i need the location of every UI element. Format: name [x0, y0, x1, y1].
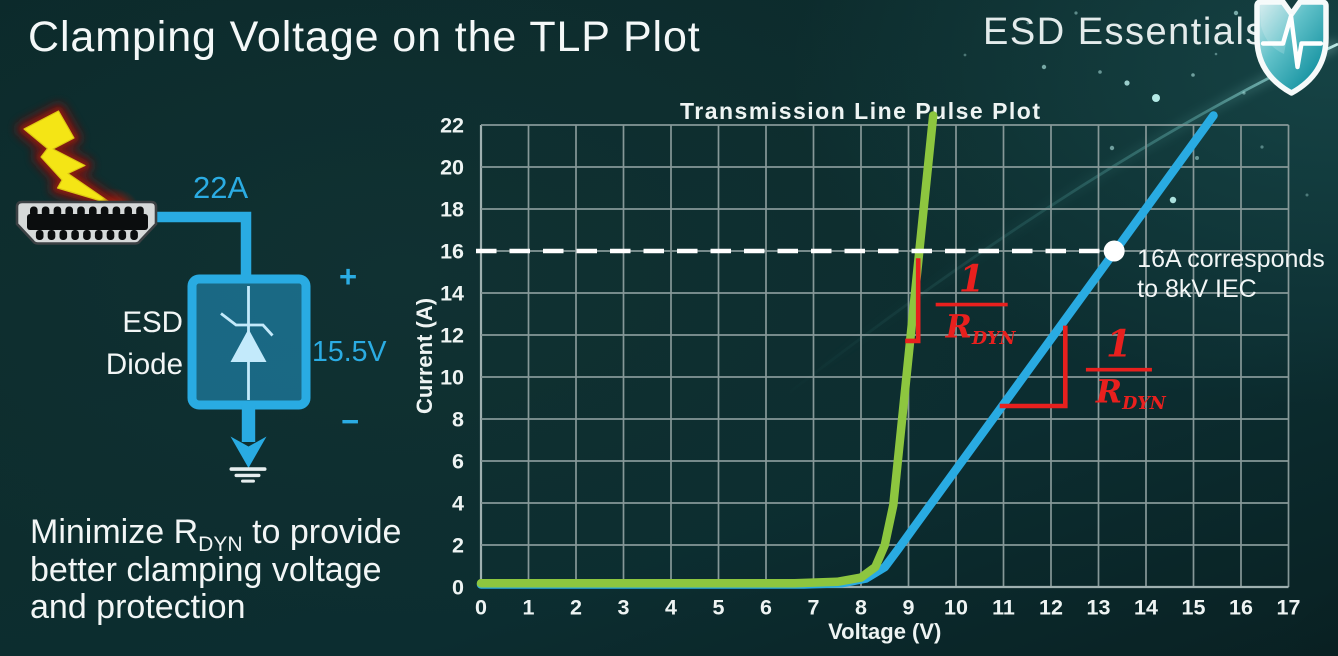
- x-tick-label: 11: [992, 596, 1015, 620]
- y-tick-label: 20: [440, 156, 464, 180]
- note-line1-subscript: DYN: [198, 532, 243, 556]
- x-tick-label: 9: [903, 596, 915, 620]
- x-tick-label: 4: [665, 596, 677, 620]
- x-tick-label: 2: [570, 596, 582, 620]
- fraction-numerator-1: 1: [959, 257, 985, 301]
- note-line3: and protection: [30, 588, 246, 626]
- zener-diode-symbol: [220, 286, 274, 400]
- x-tick-label: 6: [760, 596, 772, 620]
- shield-body: [1254, 0, 1329, 96]
- x-tick-label: 13: [1087, 596, 1111, 620]
- y-tick-label: 0: [452, 576, 464, 600]
- brand-name: ESD Essentials: [983, 11, 1266, 53]
- y-tick-label: 12: [440, 324, 464, 348]
- x-tick-label: 5: [713, 596, 725, 620]
- connector-pins: [27, 206, 148, 240]
- tlp-chart: 0 1 2 3 4 5 6 7 8 9 10 11 12 13 14 15 16 1702468101214161…: [412, 98, 1325, 644]
- hdmi-connector-icon: [15, 200, 158, 245]
- y-tick-label: 4: [452, 492, 464, 516]
- y-tick-label: 2: [452, 534, 464, 558]
- x-tick-label: 12: [1039, 596, 1063, 620]
- x-tick-label: 10: [944, 596, 968, 620]
- esd-protection-circuit-diagram: 22A + 15.5V − ESD Diode: [15, 103, 386, 483]
- swoosh-line: [789, 42, 1338, 394]
- y-tick-label: 8: [452, 408, 464, 432]
- device-label-line2: Diode: [106, 348, 183, 381]
- clamping-voltage-label: 15.5V: [312, 336, 386, 368]
- curve-high-rdyn-device: [476, 111, 1218, 589]
- note-line1-suffix: to provide: [242, 513, 402, 551]
- marker-dot-16A: [1103, 240, 1125, 262]
- y-tick-label: 22: [440, 114, 464, 138]
- wire: [154, 211, 252, 280]
- y-tick-label: 10: [440, 366, 464, 390]
- x-tick-label: 0: [475, 596, 487, 620]
- device-label-line1: ESD: [122, 306, 183, 339]
- marker-label-line2: to 8kV IEC: [1137, 275, 1257, 303]
- x-tick-label: 17: [1277, 596, 1301, 620]
- note-line1-prefix: Minimize R: [30, 513, 199, 551]
- minus-label: −: [341, 404, 359, 439]
- y-tick-label: 6: [452, 450, 464, 474]
- y-tick-label: 18: [440, 198, 464, 222]
- surge-current-label: 22A: [193, 170, 248, 205]
- fraction-numerator-2: 1: [1106, 322, 1132, 366]
- note-line1: Minimize RDYN to provide: [30, 513, 402, 555]
- curve-low-rdyn-device: [476, 111, 938, 588]
- x-axis-title: Voltage (V): [828, 619, 941, 644]
- marker-label-line1: 16A corresponds: [1137, 245, 1325, 273]
- lightning-bolt-icon: [16, 103, 121, 213]
- note-text: Minimize RDYN to provide better clamping…: [30, 513, 402, 627]
- ground-symbol-icon: [229, 405, 267, 483]
- y-tick-label: 14: [440, 282, 464, 306]
- page-title: Clamping Voltage on the TLP Plot: [28, 13, 701, 61]
- x-tick-label: 8: [855, 596, 867, 620]
- particle-dots: [963, 10, 1309, 204]
- y-axis-title: Current (A): [412, 298, 437, 414]
- slope-bracket-2: [999, 325, 1068, 409]
- x-tick-label: 14: [1134, 596, 1158, 620]
- note-line2: better clamping voltage: [30, 550, 382, 589]
- x-tick-label: 15: [1182, 596, 1206, 620]
- fraction-denominator-2: RDYN: [1095, 374, 1167, 415]
- x-tick-label: 7: [808, 596, 820, 620]
- x-tick-label: 16: [1229, 596, 1253, 620]
- x-tick-label: 1: [523, 596, 535, 620]
- y-tick-label: 16: [440, 240, 464, 264]
- chart-title: Transmission Line Pulse Plot: [680, 98, 1042, 124]
- slope-bracket-1: [905, 258, 921, 344]
- plus-label: +: [339, 259, 357, 294]
- fraction-denominator-1: RDYN: [945, 309, 1017, 350]
- shield-pulse-icon: [1254, 0, 1329, 96]
- x-tick-label: 3: [618, 596, 630, 620]
- pulse-line-icon: [1260, 13, 1324, 70]
